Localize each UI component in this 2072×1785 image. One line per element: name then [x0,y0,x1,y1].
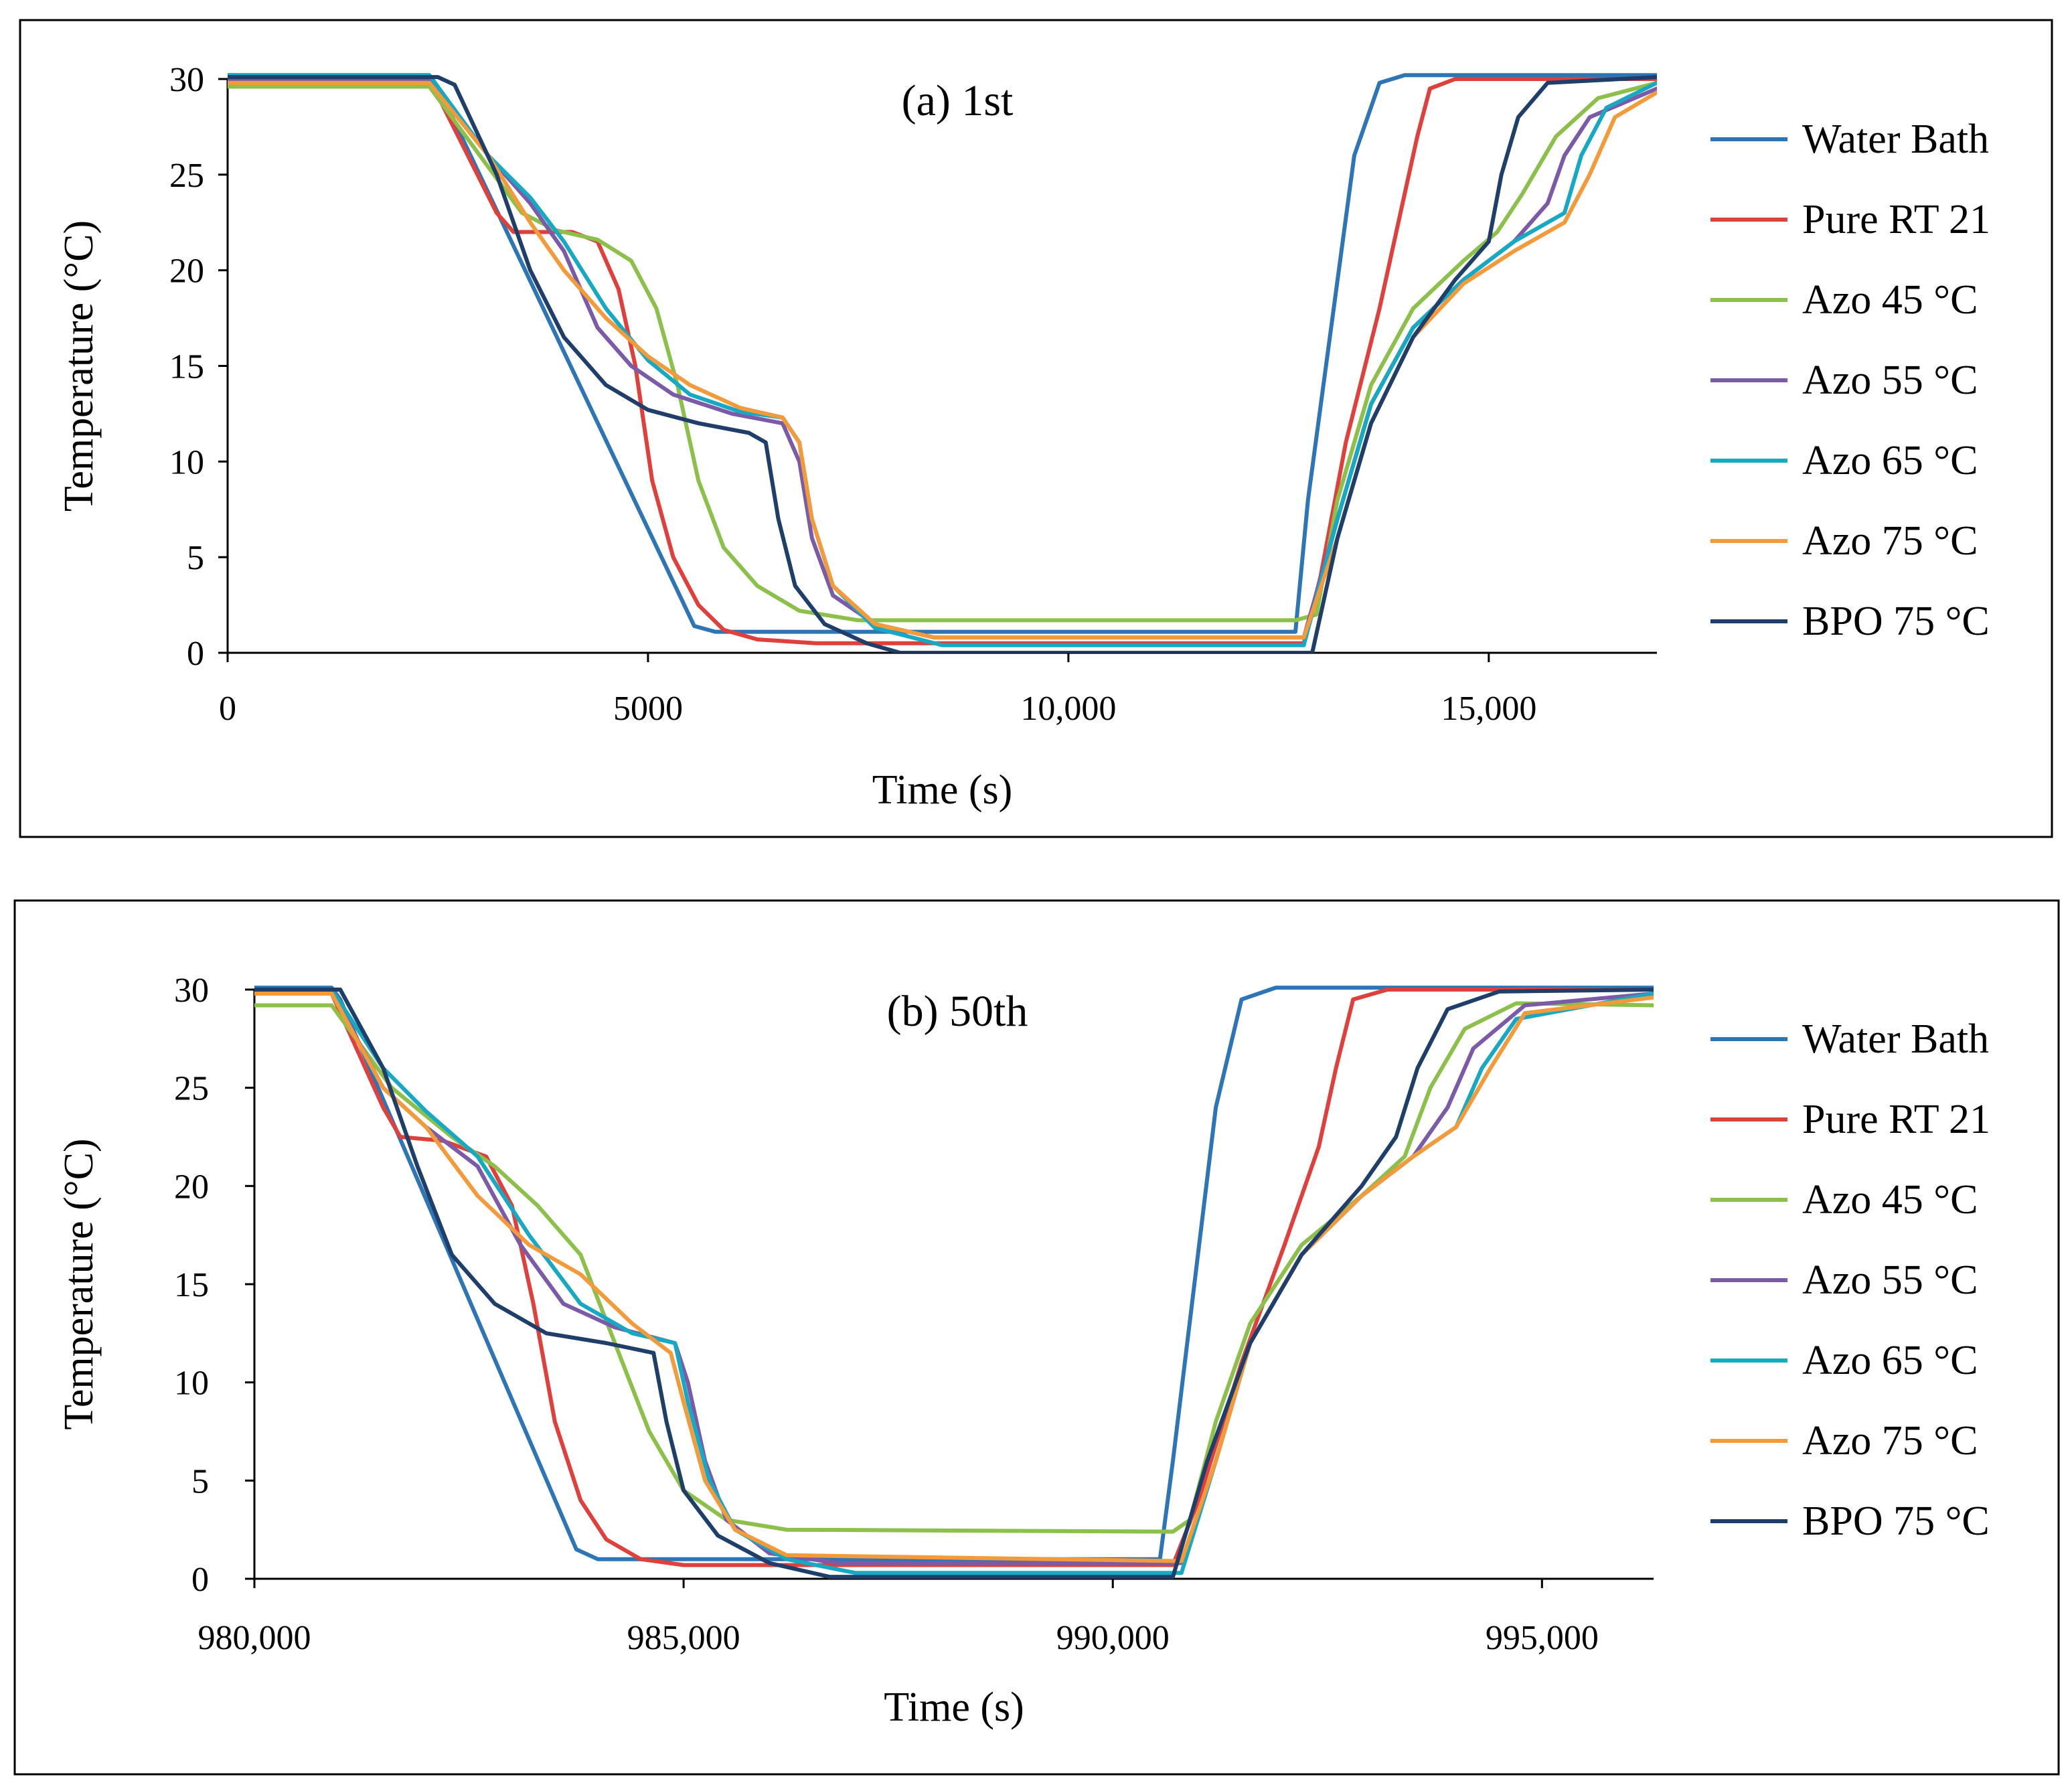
series-line-azo-45-c [228,80,1657,623]
chart-title: (a) 1st [902,76,1014,125]
y-tick-label: 15 [169,348,204,386]
y-tick-label: 0 [187,635,204,673]
chart-title: (b) 50th [887,987,1028,1036]
y-tick-label: 10 [169,443,204,481]
series-line-azo-75-c [228,80,1657,640]
series-line-azo-45-c [254,1001,1654,1534]
series-line-azo-75-c [254,991,1654,1563]
y-tick-label: 15 [174,1266,209,1304]
x-tick-label: 5000 [613,690,683,728]
legend-label: Azo 75 °C [1802,518,1978,564]
x-tick-label: 0 [219,690,236,728]
x-tick-label: 995,000 [1486,1619,1599,1657]
panel-frame [13,899,2060,1776]
legend-label: Azo 65 °C [1802,1338,1978,1383]
series-line-bpo-75-c [254,988,1654,1579]
y-tick-label: 25 [169,157,204,195]
legend-label: Pure RT 21 [1802,197,1990,242]
x-axis-label: Time (s) [872,767,1013,813]
chart-panel-2: 0 5 10 15 20 25 30 980,000 985,000 990,000 995,000… [13,899,2060,1776]
legend-label: Water Bath [1802,1016,1989,1062]
y-tick-label: 5 [191,1462,209,1500]
legend-label: Water Bath [1802,117,1989,162]
y-tick-label: 0 [191,1561,209,1599]
series-line-azo-65-c [254,988,1654,1575]
series-line-azo-65-c [228,73,1657,647]
y-tick-label: 30 [169,61,204,99]
series-line-azo-55-c [228,77,1657,640]
y-tick-label: 5 [187,539,204,577]
x-tick-label: 10,000 [1020,690,1116,728]
y-axis-label: Temperature (°C) [56,1138,102,1429]
series-line-bpo-75-c [228,75,1657,653]
legend-label: Azo 55 °C [1802,358,1978,403]
x-axis-label: Time (s) [884,1685,1024,1730]
chart-panel-1: 0 5 10 15 20 25 30 0 5000 10,000 15,000 Time (s) Tem… [19,19,2053,838]
legend-label: BPO 75 °C [1802,599,1990,644]
y-tick-label: 20 [169,252,204,291]
y-axis-label: Temperature (°C) [56,220,102,512]
series-line-pure-rt-21 [228,77,1657,645]
x-tick-label: 985,000 [627,1619,740,1657]
series-line-water-bath [254,986,1654,1561]
panel-frame [19,19,2053,838]
series-line-water-bath [228,73,1657,634]
y-tick-label: 20 [174,1168,209,1206]
legend-label: Azo 75 °C [1802,1418,1978,1464]
series-group [228,73,1657,653]
x-tick-label: 15,000 [1441,690,1536,728]
x-tick-label: 980,000 [198,1619,311,1657]
y-tick-label: 10 [174,1365,209,1403]
legend-label: Azo 55 °C [1802,1257,1978,1303]
y-tick-label: 30 [174,972,209,1010]
x-tick-label: 990,000 [1056,1619,1170,1657]
legend-label: Pure RT 21 [1802,1097,1990,1142]
series-group [254,986,1654,1579]
y-tick-label: 25 [174,1070,209,1108]
legend-label: BPO 75 °C [1802,1498,1990,1544]
legend-label: Azo 65 °C [1802,438,1978,483]
legend-label: Azo 45 °C [1802,277,1978,323]
legend-label: Azo 45 °C [1802,1177,1978,1223]
series-line-pure-rt-21 [254,988,1654,1567]
series-line-azo-55-c [254,989,1654,1565]
